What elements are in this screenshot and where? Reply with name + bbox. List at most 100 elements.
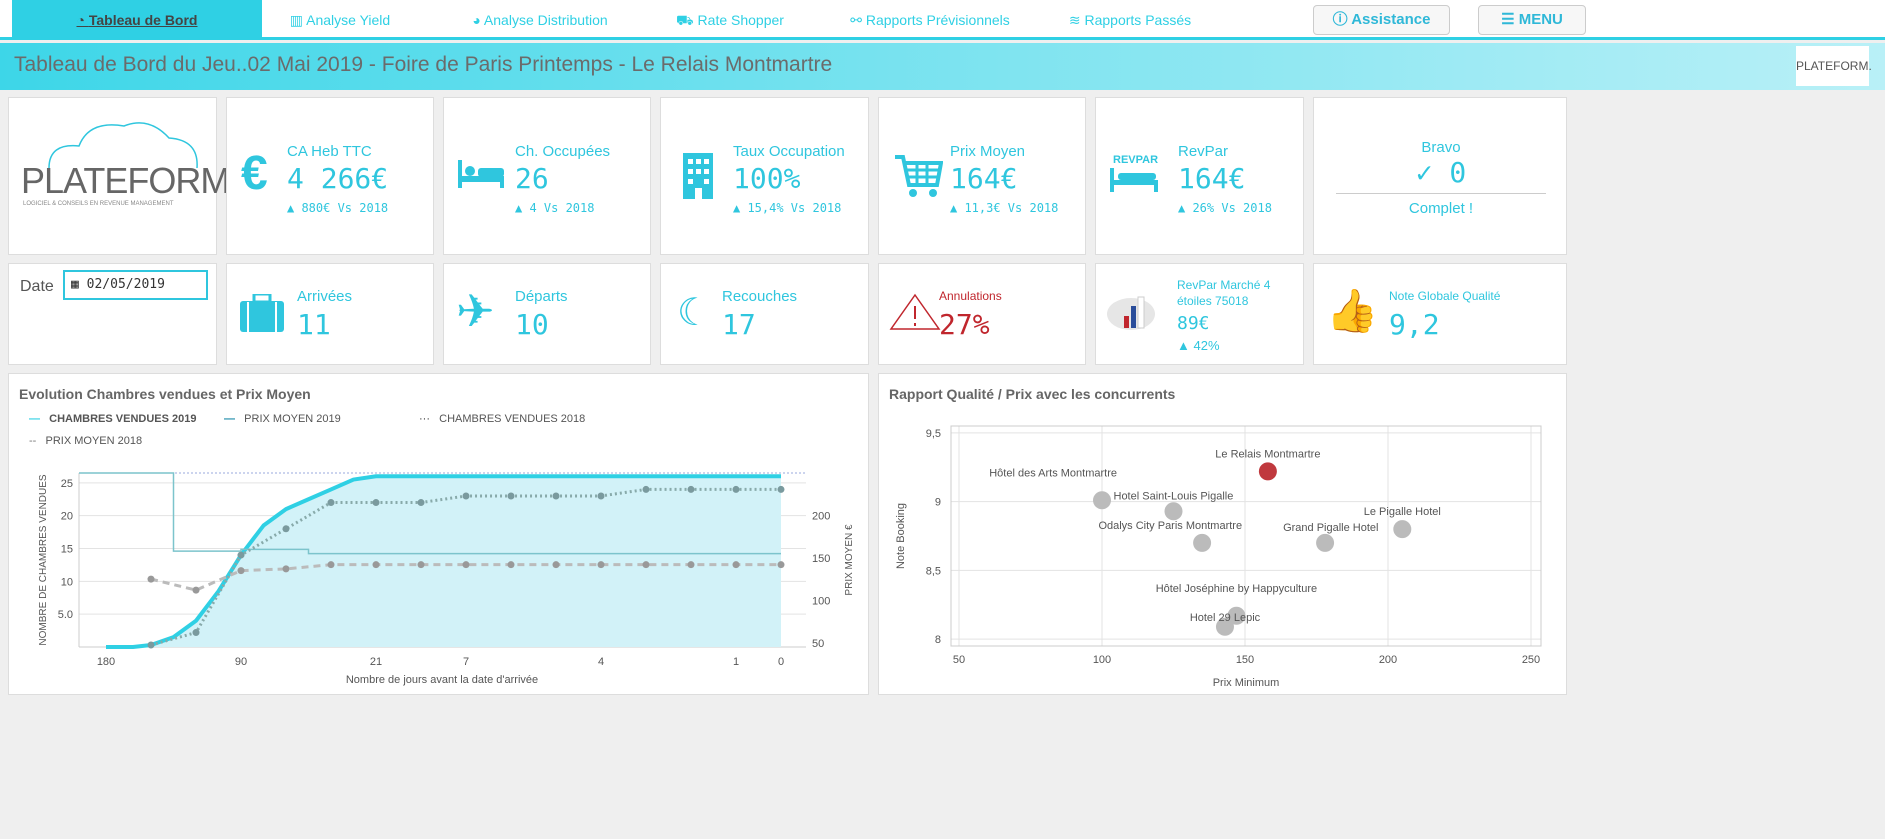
revpar-bed-icon [1110, 168, 1158, 192]
bravo-label: Bravo [1421, 139, 1461, 156]
kpi-label: RevPar [1178, 143, 1229, 160]
kpi-delta: ▲ 15,4% Vs 2018 [733, 201, 842, 215]
kpi-label: Annulations [939, 289, 1002, 303]
scatter-point [1193, 533, 1212, 552]
chart-title: Evolution Chambres vendues et Prix Moyen [19, 386, 311, 402]
logo-text: PLATEFORM. [21, 160, 239, 202]
point-prix-2018 [507, 561, 515, 569]
legend-item[interactable]: — CHAMBRES VENDUES 2019 [29, 413, 197, 425]
x-tick-label: 200 [1379, 654, 1397, 666]
scatter-point [1164, 502, 1183, 521]
legend-label: PRIX MOYEN 2019 [244, 413, 341, 425]
point-label: Le Relais Montmartre [1215, 448, 1320, 460]
dashboard-icon: ◔ [76, 12, 89, 28]
x-tick-label: 90 [235, 656, 247, 668]
divider [1336, 193, 1546, 194]
x-tick-label: 4 [598, 656, 604, 668]
y-axis-title: Note Booking [895, 503, 907, 569]
cart-icon: ⛟ [676, 12, 698, 28]
y-tick-label: 9,5 [926, 428, 941, 440]
x-tick-label: 1 [733, 656, 739, 668]
tab-label: Rapports Passés [1084, 12, 1192, 28]
assistance-label: Assistance [1351, 11, 1431, 28]
tab-analyse-yield[interactable]: ▥ Analyse Yield [240, 0, 440, 40]
kpi-ca: € CA Heb TTC 4 266€ ▲ 880€ Vs 2018 [226, 97, 434, 255]
tab-tableau-de-bord[interactable]: ◔ Tableau de Bord [12, 0, 262, 40]
point-chambres-2018 [372, 499, 380, 507]
logo-card: PLATEFORM. LOGICIEL & CONSEILS EN REVENU… [8, 97, 239, 255]
kpi-label: Ch. Occupées [515, 143, 611, 160]
kpi-value: 17 [722, 308, 756, 341]
point-chambres-2018 [597, 492, 605, 500]
kpi-delta: ▲ 880€ Vs 2018 [287, 201, 389, 215]
kpi-value: 89€ [1177, 313, 1210, 334]
building-icon [683, 153, 713, 199]
kpi-prix-moyen: Prix Moyen 164€ ▲ 11,3€ Vs 2018 [878, 97, 1086, 255]
point-prix-2018 [372, 561, 380, 569]
kpi-value: 164€ [1178, 162, 1246, 195]
y-tick-label: 15 [61, 544, 73, 556]
kpi-label: Arrivées [297, 288, 353, 305]
x-tick-label: 150 [1236, 654, 1254, 666]
kpi-value: 100% [733, 162, 801, 195]
cart-icon [895, 155, 943, 197]
kpi-label: Taux Occupation [733, 143, 845, 160]
date-input[interactable]: ▦ 02/05/2019 [63, 270, 208, 300]
legend-item[interactable]: ··· CHAMBRES VENDUES 2018 [419, 413, 585, 425]
y-tick-label: 5.0 [58, 609, 73, 621]
tab-rate-shopper[interactable]: ⛟ Rate Shopper [640, 0, 820, 40]
point-prix-2018 [777, 561, 785, 569]
scatter-point [1093, 491, 1111, 510]
market-chart-icon [1107, 296, 1155, 330]
scatter-point [1258, 462, 1277, 481]
x-tick-label: 7 [463, 656, 469, 668]
legend-label: CHAMBRES VENDUES 2018 [439, 413, 586, 425]
point-label: Hôtel des Arts Montmartre [989, 467, 1117, 479]
menu-label: MENU [1518, 11, 1563, 28]
x-tick-label: 0 [778, 656, 784, 668]
tab-label: Rate Shopper [697, 12, 784, 28]
kpi-departs: ✈ Départs 10 [443, 263, 651, 365]
tab-rapports-passes[interactable]: ≋ Rapports Passés [1040, 0, 1220, 40]
legend-item[interactable]: -- PRIX MOYEN 2018 [29, 435, 142, 447]
y2-axis-title: PRIX MOYEN € [844, 524, 855, 596]
legend-swatch: -- [29, 435, 37, 447]
legend-swatch: — [29, 413, 40, 425]
point-prix-2018 [327, 561, 335, 569]
plot-border [950, 425, 1542, 647]
tab-rapports-previsionnels[interactable]: ⚯ Rapports Prévisionnels [820, 0, 1040, 40]
airplane-icon: ✈ [456, 285, 495, 337]
kpi-label: Note Globale Qualité [1389, 289, 1501, 303]
y-tick-label: 20 [61, 511, 73, 523]
suitcase-icon [240, 294, 284, 332]
y2-tick-label: 150 [812, 553, 830, 565]
kpi-arrivees: Arrivées 11 [226, 263, 434, 365]
menu-button[interactable]: ☰ MENU [1478, 5, 1586, 35]
line-prix-2019 [79, 472, 781, 555]
tab-analyse-distribution[interactable]: ◕ Analyse Distribution [430, 0, 650, 40]
x-tick-label: 180 [97, 656, 115, 668]
bar-chart-icon: ▥ [289, 12, 307, 28]
kpi-taux-occupation: Taux Occupation 100% ▲ 15,4% Vs 2018 [660, 97, 869, 255]
kpi-revpar-marche: RevPar Marché 4 étoiles 75018 89€ ▲ 42% [1095, 263, 1304, 365]
kpi-note-qualite: 👍 Note Globale Qualité 9,2 [1313, 263, 1567, 365]
stack-icon: ≋ [1068, 12, 1085, 28]
kpi-label: Recouches [722, 288, 798, 305]
y2-tick-label: 200 [812, 510, 830, 522]
point-chambres-2018 [777, 485, 785, 493]
date-value: 02/05/2019 [86, 277, 165, 292]
kpi-value: 9,2 [1389, 308, 1440, 341]
assistance-button[interactable]: ⓘ Assistance [1313, 5, 1450, 35]
tab-label: Tableau de Bord [88, 12, 198, 28]
title-band: Tableau de Bord du Jeu..02 Mai 2019 - Fo… [0, 43, 1885, 90]
point-prix-2018 [687, 561, 695, 569]
point-prix-2018 [732, 561, 740, 569]
binoculars-icon: ⚯ [850, 12, 866, 28]
kpi-label: CA Heb TTC [287, 143, 372, 160]
page-title: Tableau de Bord du Jeu..02 Mai 2019 - Fo… [14, 53, 833, 76]
kpi-value: 26 [515, 162, 549, 195]
bed-icon [458, 160, 504, 188]
bravo-value: ✓ 0 [1415, 156, 1467, 189]
y-tick-label: 25 [61, 478, 73, 490]
legend-item[interactable]: — PRIX MOYEN 2019 [224, 413, 341, 425]
